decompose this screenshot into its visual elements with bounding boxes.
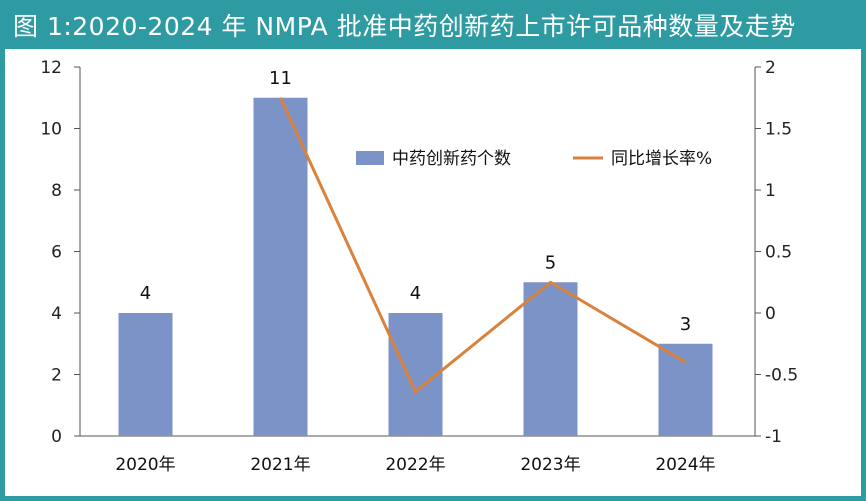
bar [388, 313, 443, 436]
data-label: 3 [680, 314, 691, 335]
bar-series [118, 97, 713, 436]
x-tick-label: 2020年 [115, 455, 175, 475]
data-label: 4 [410, 283, 421, 304]
line-series [279, 97, 687, 394]
bar [118, 313, 173, 436]
legend-line-label: 同比增长率% [611, 149, 712, 169]
right-tick-label: 0.5 [765, 243, 792, 263]
legend-bar-swatch [356, 151, 384, 165]
legend-bar-label: 中药创新药个数 [392, 149, 511, 169]
left-tick-label: 0 [51, 427, 62, 447]
right-tick-label: -1 [765, 427, 782, 447]
left-tick-label: 2 [51, 366, 62, 386]
bar [253, 97, 308, 436]
left-tick-label: 10 [40, 120, 62, 140]
left-tick-label: 12 [40, 58, 62, 78]
right-tick-label: -0.5 [765, 366, 798, 386]
x-tick-label: 2024年 [655, 455, 715, 475]
bar [658, 343, 713, 436]
x-tick-label: 2021年 [250, 455, 310, 475]
right-tick-label: 0 [765, 304, 776, 324]
data-label: 4 [140, 283, 151, 304]
data-labels: 4 11 4 5 3 [140, 68, 691, 335]
x-tick-label: 2023年 [520, 455, 580, 475]
left-tick-label: 8 [51, 181, 62, 201]
bar [523, 282, 578, 436]
legend: 中药创新药个数 同比增长率% [356, 149, 712, 169]
right-tick-label: 1 [765, 181, 776, 201]
left-tick-label: 6 [51, 243, 62, 263]
growth-rate-line [279, 97, 687, 394]
x-tick-label: 2022年 [385, 455, 445, 475]
right-tick-label: 2 [765, 58, 776, 78]
left-tick-label: 4 [51, 304, 62, 324]
data-label: 5 [545, 252, 556, 273]
right-tick-label: 1.5 [765, 120, 792, 140]
data-label: 11 [269, 68, 292, 89]
chart-title: 图 1:2020-2024 年 NMPA 批准中药创新药上市许可品种数量及走势 [5, 5, 861, 49]
